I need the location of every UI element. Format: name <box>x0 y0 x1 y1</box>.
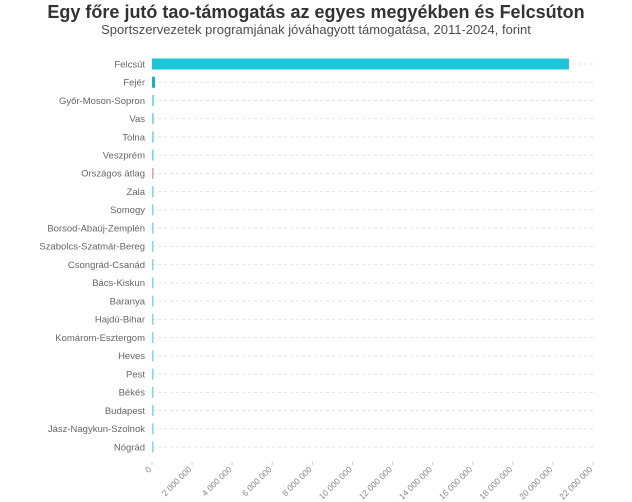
bar <box>152 240 154 252</box>
category-label: Vas <box>129 114 145 125</box>
bar <box>152 441 154 453</box>
category-label: Jász-Nagykun-Szolnok <box>48 424 145 435</box>
bar <box>152 295 154 307</box>
x-axis-ticks: 0 2 000 000 4 000 000 6 000 000 8 000 000 10 … <box>143 462 595 501</box>
bar <box>152 94 154 106</box>
bar <box>152 167 154 179</box>
bar <box>152 222 154 234</box>
category-label: Szabolcs-Szatmár-Bereg <box>39 242 145 253</box>
x-tick-label: 4 000 000 <box>200 464 234 498</box>
bar <box>152 405 154 417</box>
bar <box>152 313 154 325</box>
x-tick-label: 8 000 000 <box>280 464 314 498</box>
x-tick-label: 6 000 000 <box>240 464 274 498</box>
category-label: Heves <box>118 351 145 362</box>
category-label: Veszprém <box>103 151 145 162</box>
category-label: Pest <box>126 369 145 380</box>
category-label: Budapest <box>105 406 146 417</box>
bar <box>152 149 154 161</box>
bar <box>152 131 154 143</box>
bar <box>152 76 156 88</box>
x-tick-label: 20 000 000 <box>517 464 554 501</box>
category-label: Országos átlag <box>81 169 145 180</box>
bar <box>152 186 154 198</box>
bar <box>152 204 154 216</box>
bar <box>152 386 154 398</box>
bar <box>152 350 154 362</box>
x-tick-label: 0 <box>143 464 154 475</box>
x-tick-label: 14 000 000 <box>397 464 434 501</box>
x-tick-label: 16 000 000 <box>437 464 474 501</box>
bar <box>152 368 154 380</box>
x-tick-label: 22 000 000 <box>557 464 594 501</box>
grid-lines <box>152 63 593 448</box>
bar <box>152 277 154 289</box>
category-label: Somogy <box>110 205 145 216</box>
x-tick-label: 10 000 000 <box>317 464 354 501</box>
category-label: Komárom-Esztergom <box>55 333 145 344</box>
category-label: Bács-Kiskun <box>92 278 145 289</box>
category-label: Tolna <box>122 132 145 143</box>
x-tick-label: 12 000 000 <box>357 464 394 501</box>
category-label: Hajdú-Bihar <box>95 315 145 326</box>
x-tick-label: 18 000 000 <box>477 464 514 501</box>
bars <box>152 58 569 453</box>
bar <box>152 58 569 70</box>
bar <box>152 113 154 125</box>
category-label: Felcsút <box>114 59 145 70</box>
category-label: Fejér <box>123 78 145 89</box>
bar <box>152 423 154 435</box>
category-labels: Felcsút Fejér Győr-Moson-Sopron Vas Tolna Ves… <box>39 59 145 453</box>
x-tick-label: 2 000 000 <box>160 464 194 498</box>
chart-title: Egy főre jutó tao-támogatás az egyes meg… <box>47 2 585 22</box>
category-label: Békés <box>119 388 146 399</box>
category-label: Győr-Moson-Sopron <box>59 96 145 107</box>
category-label: Borsod-Abaúj-Zemplén <box>47 223 145 234</box>
bar <box>152 259 154 271</box>
bar <box>152 332 154 344</box>
category-label: Baranya <box>110 296 146 307</box>
category-label: Nógrád <box>114 442 145 453</box>
category-label: Zala <box>127 187 146 198</box>
category-label: Csongrád-Csanád <box>68 260 145 271</box>
chart-subtitle: Sportszervezetek programjának jóváhagyot… <box>101 22 531 37</box>
